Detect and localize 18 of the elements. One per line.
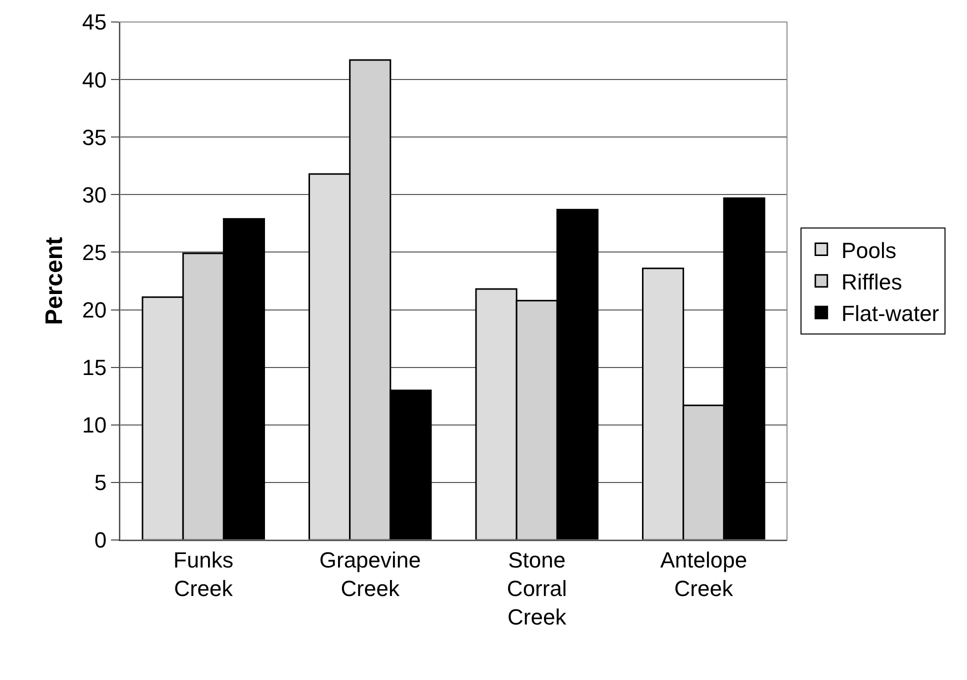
x-tick-label: Grapevine Creek: [319, 547, 421, 601]
legend-label: Flat-water: [841, 301, 940, 326]
y-tick-label: 30: [82, 182, 107, 208]
x-tick-label: Stone Corral Creek: [506, 547, 568, 630]
y-tick-label: 10: [82, 412, 107, 438]
y-tick-label: 15: [82, 355, 107, 380]
y-axis-title: Percent: [41, 236, 68, 326]
y-tick-label: 45: [82, 10, 107, 35]
y-tick-label: 0: [94, 528, 107, 553]
x-tick-label: Antelope Creek: [660, 547, 748, 601]
y-tick-label: 35: [82, 124, 107, 150]
legend-label: Pools: [841, 238, 896, 263]
y-tick-label: 25: [82, 240, 107, 265]
x-tick-label: Funks Creek: [173, 547, 234, 601]
y-tick-label: 5: [94, 470, 107, 496]
legend-label: Riffles: [841, 269, 902, 294]
y-tick-label: 20: [82, 297, 107, 322]
y-tick-label: 40: [82, 67, 107, 92]
